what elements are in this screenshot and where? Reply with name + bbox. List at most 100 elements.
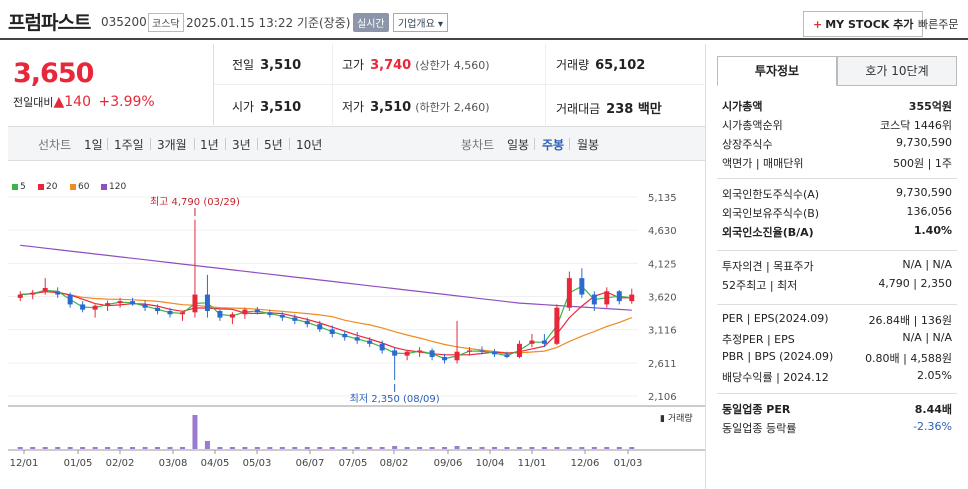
volume-bar: [55, 447, 61, 449]
x-tick-label: 07/05: [339, 458, 368, 469]
ma60-line: [20, 291, 633, 354]
candle-daily[interactable]: 일봉: [507, 138, 530, 152]
period-10y[interactable]: 10년: [296, 138, 323, 152]
period-3y[interactable]: 3년: [232, 138, 251, 152]
x-tick-label: 03/08: [159, 458, 188, 469]
high-price: 고가 3,740 (상한가 4,560): [342, 58, 490, 73]
candle-body: [267, 312, 273, 315]
company-overview-dropdown[interactable]: 기업개요 ▾: [393, 13, 448, 32]
volume-bar: [242, 447, 248, 449]
candle-body: [80, 304, 86, 310]
legend-ma120: 120: [101, 182, 126, 192]
info-row: 배당수익률 | 2024.12 2.05%: [722, 369, 952, 385]
info-value: 26.84배 | 136원: [868, 314, 952, 327]
trade-amount: 거래대금 238 백만: [556, 102, 662, 117]
my-stock-add-button[interactable]: + MY STOCK 추가: [803, 11, 924, 37]
info-value: 500원 | 1주: [893, 157, 952, 170]
volume-bar: [292, 447, 298, 449]
period-5y[interactable]: 5년: [264, 138, 283, 152]
info-value: 4,790 | 2,350: [878, 277, 952, 290]
y-tick-label: 3,620: [648, 293, 677, 304]
candle-monthly[interactable]: 월봉: [577, 138, 600, 152]
info-label: 배당수익률 | 2024.12: [722, 371, 829, 384]
volume-bar: [254, 447, 260, 449]
period-1d[interactable]: 1일: [84, 138, 103, 152]
candle-body: [42, 287, 48, 292]
info-value: 355억원: [908, 100, 952, 113]
info-row: 상장주식수 9,730,590: [722, 136, 952, 152]
info-label: 동일업종 등락률: [722, 422, 797, 435]
candle-body: [467, 350, 473, 352]
volume-bar: [392, 446, 398, 449]
volume-bar: [117, 447, 123, 449]
info-label: 추정PER | EPS: [722, 333, 795, 346]
period-1w[interactable]: 1주일: [114, 138, 144, 152]
volume-bar: [367, 447, 373, 449]
candle-body: [516, 343, 522, 357]
x-tick-label: 09/06: [434, 458, 463, 469]
candle-body: [354, 337, 360, 341]
volume-bar: [42, 447, 48, 449]
x-tick-label: 05/03: [243, 458, 272, 469]
volume-bar: [80, 447, 86, 449]
volume-bar: [229, 447, 235, 449]
my-stock-label: MY STOCK 추가: [825, 18, 914, 31]
candle-body: [392, 350, 398, 356]
tab-order-book[interactable]: 호가 10단계: [837, 56, 957, 86]
ma120-line: [20, 244, 632, 311]
volume-bar: [629, 447, 635, 449]
candle-body: [292, 317, 298, 321]
candle-body: [367, 340, 373, 344]
candle-weekly[interactable]: 주봉: [542, 138, 565, 152]
quick-order-link[interactable]: 빠른주문: [918, 18, 959, 31]
info-label: 외국인소진율(B/A): [722, 226, 814, 239]
volume-bar: [554, 447, 560, 449]
info-row: PBR | BPS (2024.09) 0.80배 | 4,588원: [722, 350, 952, 365]
legend-ma5: 5: [12, 182, 26, 192]
y-tick-label: 5,135: [648, 193, 677, 204]
info-value: N/A | N/A: [902, 258, 952, 271]
info-label: 시가총액: [722, 100, 763, 113]
candle-body: [192, 294, 198, 313]
period-3m[interactable]: 3개월: [157, 138, 187, 152]
candle-body: [541, 340, 547, 344]
info-row: 52주최고 | 최저 4,790 | 2,350: [722, 277, 952, 293]
x-tick-label: 12/06: [571, 458, 600, 469]
up-arrow-icon: ▲: [53, 94, 65, 110]
quote-grid: 전일 3,510 고가 3,740 (상한가 4,560) 거래량 65,102 시가 3…: [214, 44, 704, 125]
stock-chart[interactable]: 5,135 4,630 4,125 3,620 3,116 2,611 2,106 ▮ 거래량…: [8, 176, 705, 489]
x-tick-label: 01/05: [64, 458, 93, 469]
candle-body: [55, 291, 61, 295]
info-value: 8.44배: [914, 403, 952, 416]
candle-body: [454, 351, 460, 361]
volume-bar: [179, 447, 185, 449]
info-row: 시가총액 355억원: [722, 98, 952, 114]
volume-bar: [417, 447, 423, 449]
realtime-button[interactable]: 실시간: [353, 13, 389, 32]
candle-body: [342, 333, 348, 338]
period-1y[interactable]: 1년: [200, 138, 219, 152]
volume: 거래량 65,102: [556, 58, 646, 73]
tab-investment-info[interactable]: 투자정보: [717, 56, 837, 86]
x-tick-label: 01/03: [614, 458, 643, 469]
info-value: 136,056: [906, 205, 953, 218]
info-row: 동일업종 PER 8.44배: [722, 401, 952, 417]
candle-body: [242, 309, 248, 315]
info-label: 외국인한도주식수(A): [722, 188, 820, 201]
stock-code: 035200: [101, 15, 147, 29]
volume-bar: [30, 447, 36, 449]
volume-bar: [342, 447, 348, 449]
candle-body: [105, 303, 111, 306]
x-tick-label: 06/07: [296, 458, 325, 469]
info-label: 상장주식수: [722, 138, 773, 151]
candle-body: [442, 356, 448, 361]
chart-toolbar: 선차트 1일 1주일 3개월 1년 3년 5년 10년 봉차트 일봉 주봉 월봉: [8, 126, 705, 161]
candle-body: [279, 314, 285, 318]
volume-bar: [67, 447, 73, 449]
info-label: PBR | BPS (2024.09): [722, 350, 834, 363]
candle-body: [479, 350, 485, 352]
volume-bar: [192, 415, 198, 449]
candle-body: [179, 312, 185, 315]
candle-body: [404, 351, 410, 356]
info-label: 동일업종 PER: [722, 403, 791, 416]
